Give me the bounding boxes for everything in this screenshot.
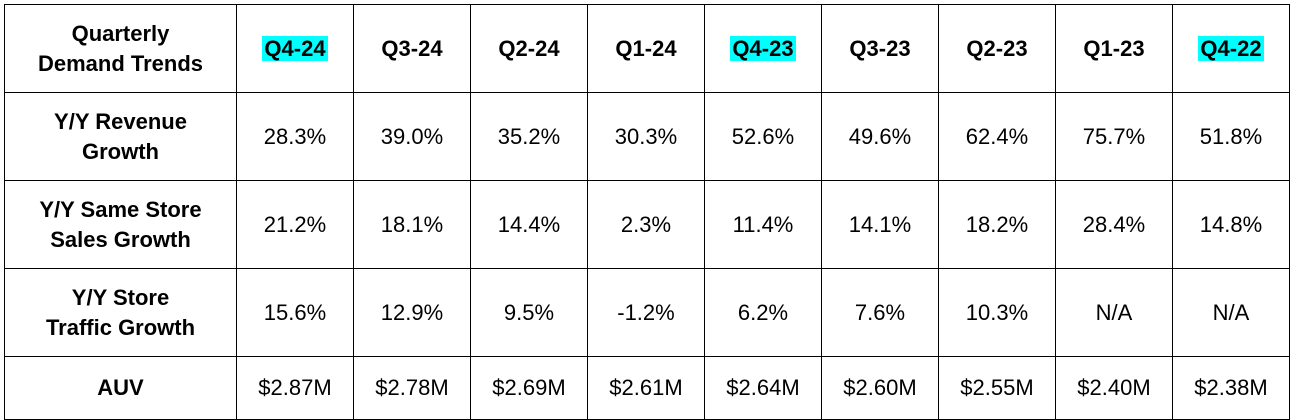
column-header: Q4-22 xyxy=(1172,4,1290,93)
table-cell: 39.0% xyxy=(353,92,471,181)
corner-label: Quarterly Demand Trends xyxy=(4,4,237,93)
column-header: Q4-24 xyxy=(236,4,354,93)
table-cell: 6.2% xyxy=(704,268,822,357)
table-cell: $2.40M xyxy=(1055,356,1173,420)
row-label-line1: Y/Y Store xyxy=(71,284,170,310)
row-label-line2: Growth xyxy=(82,138,159,164)
quarterly-demand-table: Quarterly Demand Trends Q4-24 Q3-24 Q2-2… xyxy=(4,4,1290,420)
column-header: Q4-23 xyxy=(704,4,822,93)
table-cell: 18.2% xyxy=(938,180,1056,269)
column-header-label: Q4-23 xyxy=(730,35,796,61)
column-header: Q2-23 xyxy=(938,4,1056,93)
table-cell: 51.8% xyxy=(1172,92,1290,181)
column-header-label: Q4-24 xyxy=(262,35,328,61)
table-cell: 18.1% xyxy=(353,180,471,269)
corner-label-line1: Quarterly xyxy=(71,20,170,46)
table-cell: 11.4% xyxy=(704,180,822,269)
table-cell: 49.6% xyxy=(821,92,939,181)
row-label: Y/Y Revenue Growth xyxy=(4,92,237,181)
table-cell: N/A xyxy=(1172,268,1290,357)
column-header: Q3-24 xyxy=(353,4,471,93)
table-cell: N/A xyxy=(1055,268,1173,357)
column-header-label: Q2-24 xyxy=(498,35,560,61)
row-label-line1: Y/Y Revenue xyxy=(54,108,187,134)
table-cell: $2.78M xyxy=(353,356,471,420)
table-cell: 14.4% xyxy=(470,180,588,269)
row-label: Y/Y Store Traffic Growth xyxy=(4,268,237,357)
column-header-label: Q3-23 xyxy=(849,35,911,61)
column-header: Q3-23 xyxy=(821,4,939,93)
corner-label-line2: Demand Trends xyxy=(37,50,204,76)
table-cell: $2.60M xyxy=(821,356,939,420)
table-cell: 28.3% xyxy=(236,92,354,181)
column-header-label: Q4-22 xyxy=(1198,35,1264,61)
row-label-line2: Sales Growth xyxy=(50,226,191,252)
column-header: Q2-24 xyxy=(470,4,588,93)
table-cell: 12.9% xyxy=(353,268,471,357)
column-header-label: Q1-23 xyxy=(1083,35,1145,61)
table-cell: $2.64M xyxy=(704,356,822,420)
table-row-auv: AUV $2.87M $2.78M $2.69M $2.61M $2.64M $… xyxy=(4,356,1290,420)
column-header-label: Q2-23 xyxy=(966,35,1028,61)
table-cell: $2.69M xyxy=(470,356,588,420)
table-cell: $2.38M xyxy=(1172,356,1290,420)
table-cell: -1.2% xyxy=(587,268,705,357)
table-cell: 62.4% xyxy=(938,92,1056,181)
table-cell: 7.6% xyxy=(821,268,939,357)
table-cell: $2.87M xyxy=(236,356,354,420)
column-header-label: Q3-24 xyxy=(381,35,443,61)
table-cell: 2.3% xyxy=(587,180,705,269)
table-cell: 14.8% xyxy=(1172,180,1290,269)
row-label: AUV xyxy=(4,356,237,420)
table-cell: 9.5% xyxy=(470,268,588,357)
table-row-revenue-growth: Y/Y Revenue Growth 28.3% 39.0% 35.2% 30.… xyxy=(4,92,1290,181)
table-cell: $2.61M xyxy=(587,356,705,420)
table-cell: $2.55M xyxy=(938,356,1056,420)
table-cell: 35.2% xyxy=(470,92,588,181)
row-label-line2: Traffic Growth xyxy=(45,314,196,340)
table-row-store-traffic-growth: Y/Y Store Traffic Growth 15.6% 12.9% 9.5… xyxy=(4,268,1290,357)
header-row: Quarterly Demand Trends Q4-24 Q3-24 Q2-2… xyxy=(4,4,1290,93)
table-cell: 30.3% xyxy=(587,92,705,181)
row-label-line1: AUV xyxy=(97,375,144,400)
table-cell: 28.4% xyxy=(1055,180,1173,269)
table-cell: 21.2% xyxy=(236,180,354,269)
table-row-same-store-sales-growth: Y/Y Same Store Sales Growth 21.2% 18.1% … xyxy=(4,180,1290,269)
table-cell: 15.6% xyxy=(236,268,354,357)
column-header: Q1-23 xyxy=(1055,4,1173,93)
column-header: Q1-24 xyxy=(587,4,705,93)
column-header-label: Q1-24 xyxy=(615,35,677,61)
row-label: Y/Y Same Store Sales Growth xyxy=(4,180,237,269)
table-cell: 52.6% xyxy=(704,92,822,181)
table-cell: 14.1% xyxy=(821,180,939,269)
table-cell: 10.3% xyxy=(938,268,1056,357)
table-cell: 75.7% xyxy=(1055,92,1173,181)
row-label-line1: Y/Y Same Store xyxy=(39,196,202,222)
